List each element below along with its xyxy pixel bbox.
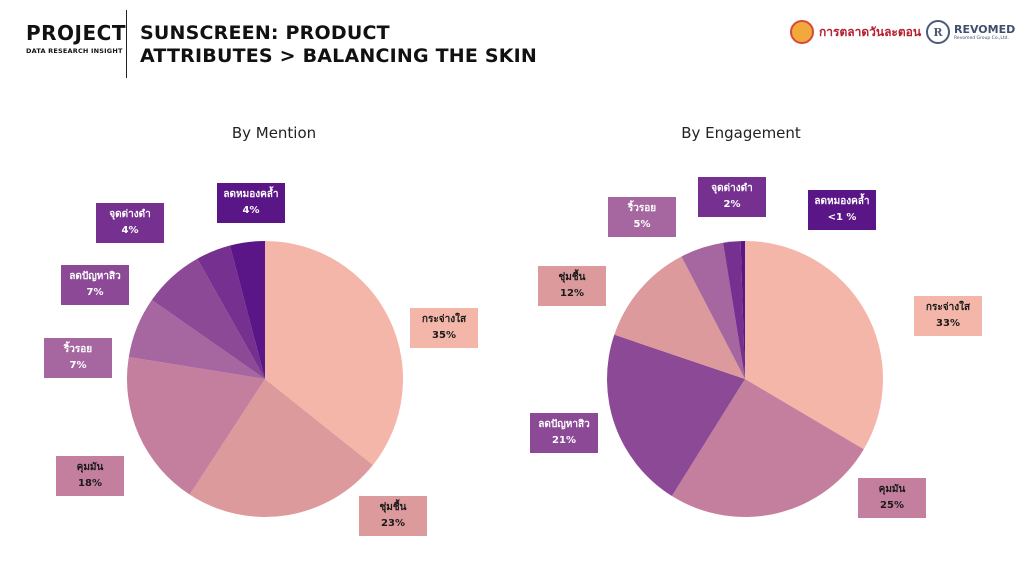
pie-slice-0-khum_man — [127, 356, 265, 495]
pie-slice-1-lot_mong_khla — [740, 241, 745, 379]
pie-slice-0-rio_roi — [128, 300, 265, 379]
data-label-name: คุมมัน — [76, 462, 104, 473]
data-label-1-khum_man: คุมมัน 25% — [858, 478, 926, 518]
data-label-1-jut_dang_dam: จุดด่างดำ 2% — [698, 177, 766, 217]
data-label-name: ชุ่มชื้น — [379, 502, 407, 513]
data-label-1-rio_roi: ริ้วรอย 5% — [608, 197, 676, 237]
market-logo-text: การตลาดวันละตอน — [819, 24, 922, 39]
data-label-value: 7% — [69, 360, 87, 371]
data-label-name: ลดปัญหาสิว — [538, 419, 590, 430]
pie-slice-0-lot_mong_khla — [229, 241, 265, 379]
revomed-logo: R REVOMED Revomed Group Co.,Ltd. — [926, 20, 1015, 44]
data-label-value: 25% — [880, 500, 904, 511]
data-label-value: 33% — [936, 318, 960, 329]
pie-slice-1-kra_jang_sai — [745, 241, 883, 450]
data-label-name: ลดหมองคล้ำ — [223, 189, 279, 200]
data-label-name: ชุ่มชื้น — [558, 272, 586, 283]
data-label-name: ลดหมองคล้ำ — [814, 196, 870, 207]
data-label-value: 35% — [432, 330, 456, 341]
pie-slice-0-kra_jang_sai — [265, 241, 404, 466]
data-label-value: <1 % — [827, 212, 857, 223]
data-label-value: 5% — [633, 219, 651, 230]
pie-slice-0-chum_chuen — [189, 379, 373, 517]
data-label-value: 12% — [560, 288, 584, 299]
data-label-name: จุดด่างดำ — [711, 183, 753, 194]
data-label-1-kra_jang_sai: กระจ่างใส 33% — [914, 296, 982, 336]
data-label-name: ลดปัญหาสิว — [69, 271, 121, 282]
data-label-name: จุดด่างดำ — [109, 209, 151, 220]
data-label-1-chum_chuen: ชุ่มชื้น 12% — [538, 266, 606, 306]
data-label-name: กระจ่างใส — [421, 314, 467, 325]
pie-slice-1-khum_man — [671, 379, 864, 517]
data-label-1-lot_panha_sio: ลดปัญหาสิว 21% — [530, 413, 598, 453]
data-label-value: 23% — [381, 518, 405, 529]
data-label-0-lot_mong_khla: ลดหมองคล้ำ 4% — [217, 183, 285, 223]
brand-title: PROJECT — [26, 21, 126, 45]
data-label-value: 2% — [723, 199, 741, 210]
revomed-logo-sub: Revomed Group Co.,Ltd. — [954, 35, 1009, 41]
market-logo-icon — [790, 20, 814, 44]
page-title-line-2: ATTRIBUTES > BALANCING THE SKIN — [140, 45, 538, 67]
brand-subtitle: DATA RESEARCH INSIGHT — [26, 47, 123, 55]
header-divider — [126, 10, 127, 78]
data-label-value: 4% — [242, 205, 260, 216]
data-label-value: 7% — [86, 287, 104, 298]
pie-slice-1-lot_panha_sio — [607, 334, 745, 497]
data-label-value: 18% — [78, 478, 102, 489]
chart-title-mention: By Mention — [231, 124, 317, 142]
page-title: SUNSCREEN: PRODUCT ATTRIBUTES > BALANCIN… — [140, 22, 537, 68]
data-label-1-lot_mong_khla: ลดหมองคล้ำ <1 % — [808, 190, 876, 230]
pie-slice-0-jut_dang_dam — [197, 245, 265, 379]
data-label-0-lot_panha_sio: ลดปัญหาสิว 7% — [61, 265, 129, 305]
pie-slice-1-rio_roi — [681, 242, 745, 379]
page-title-line-1: SUNSCREEN: PRODUCT — [140, 22, 390, 44]
data-label-0-jut_dang_dam: จุดด่างดำ 4% — [96, 203, 164, 243]
market-logo: การตลาดวันละตอน — [790, 20, 921, 44]
revomed-logo-name: REVOMED — [954, 22, 1016, 36]
data-label-0-chum_chuen: ชุ่มชื้น 23% — [359, 496, 427, 536]
pie-slice-0-lot_panha_sio — [151, 258, 265, 379]
revomed-logo-icon: R — [926, 20, 950, 44]
data-label-0-rio_roi: ริ้วรอย 7% — [44, 338, 112, 378]
data-label-0-khum_man: คุมมัน 18% — [56, 456, 124, 496]
data-label-value: 4% — [121, 225, 139, 236]
data-label-name: ริ้วรอย — [63, 344, 93, 355]
brand-block: PROJECT DATA RESEARCH INSIGHT — [26, 22, 126, 55]
data-label-name: คุมมัน — [878, 484, 906, 495]
data-label-name: ริ้วรอย — [627, 203, 657, 214]
chart-title-engagement: By Engagement — [681, 124, 801, 142]
data-label-0-kra_jang_sai: กระจ่างใส 35% — [410, 308, 478, 348]
pie-slice-1-chum_chuen — [614, 256, 745, 379]
pie-slice-1-jut_dang_dam — [723, 241, 745, 379]
data-label-name: กระจ่างใส — [925, 302, 971, 313]
data-label-value: 21% — [552, 435, 576, 446]
